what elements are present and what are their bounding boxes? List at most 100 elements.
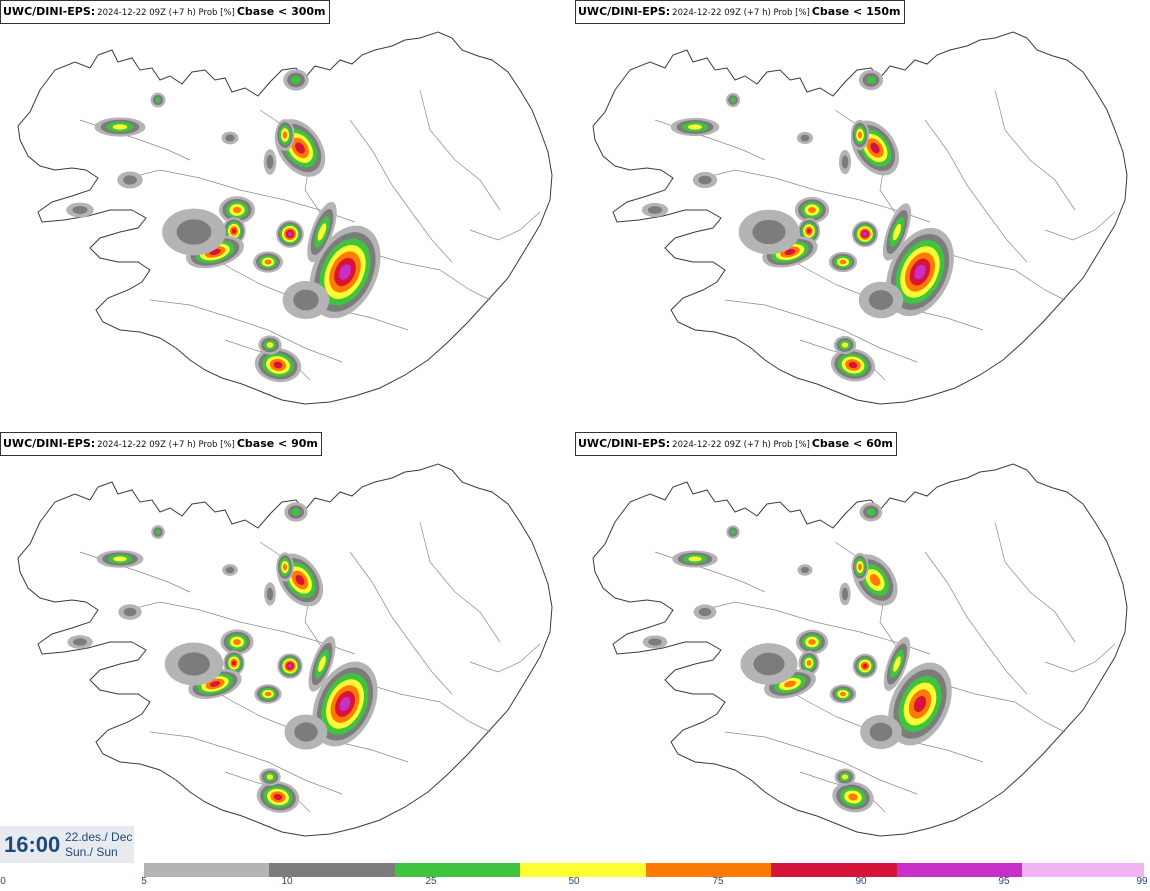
probability-contour xyxy=(264,691,272,697)
probability-contour xyxy=(282,563,288,571)
run-info: 2024-12-22 09Z (+7 h) Prob [%] xyxy=(672,440,810,450)
border-line xyxy=(119,169,356,223)
probability-contour xyxy=(225,134,235,142)
probability-map xyxy=(592,463,1128,837)
border-line xyxy=(694,169,931,223)
probability-field xyxy=(67,502,378,813)
border-line xyxy=(349,551,453,695)
coastline xyxy=(592,463,1128,837)
colorbar-label: 90 xyxy=(855,876,867,887)
probability-contour xyxy=(862,663,868,669)
probability-contour xyxy=(808,206,816,214)
probability-contour xyxy=(72,205,88,215)
probability-contour xyxy=(869,574,881,586)
run-info: 2024-12-22 09Z (+7 h) Prob [%] xyxy=(672,8,810,18)
coastline xyxy=(17,31,553,405)
colorbar-label: 10 xyxy=(281,876,293,887)
border-line xyxy=(149,299,343,363)
border-line xyxy=(1044,643,1116,673)
valid-date: 22.des./ Dec Sun./ Sun xyxy=(65,830,132,860)
colorbar-segment xyxy=(394,863,521,877)
probability-contour xyxy=(264,259,272,265)
probability-contour xyxy=(317,223,327,241)
probability-contour xyxy=(913,695,927,713)
probability-contour xyxy=(730,529,736,535)
colorbar-segment xyxy=(520,863,646,877)
border-line xyxy=(924,551,1028,695)
probability-contour xyxy=(123,175,137,185)
probability-contour xyxy=(295,142,305,154)
border-line xyxy=(1044,211,1116,241)
border-line xyxy=(724,731,918,795)
probability-contour xyxy=(231,660,237,666)
border-line xyxy=(359,249,491,301)
panel-title: UWC/DINI-EPS: 2024-12-22 09Z (+7 h) Prob … xyxy=(0,432,322,456)
probability-contour xyxy=(800,566,810,574)
probability-contour xyxy=(155,97,161,103)
valid-date-day: 22.des./ Dec xyxy=(65,830,133,844)
variable-name: Cbase < 300m xyxy=(236,5,326,18)
probability-contour xyxy=(841,342,849,348)
border-line xyxy=(469,643,541,673)
probability-contour xyxy=(112,124,128,130)
probability-contour xyxy=(784,248,796,256)
probability-field xyxy=(642,502,952,813)
run-info: 2024-12-22 09Z (+7 h) Prob [%] xyxy=(97,440,235,450)
probability-contour xyxy=(806,228,812,234)
probability-contour xyxy=(339,264,351,280)
map-panel-cbase-60: UWC/DINI-EPS: 2024-12-22 09Z (+7 h) Prob … xyxy=(575,432,1150,864)
panel-title: UWC/DINI-EPS: 2024-12-22 09Z (+7 h) Prob … xyxy=(575,0,905,24)
probability-contour xyxy=(858,563,862,571)
probability-contour xyxy=(155,529,161,535)
probability-contour xyxy=(730,97,736,103)
border-line xyxy=(349,119,453,263)
colorbar-segment xyxy=(896,863,1023,877)
probability-colorbar xyxy=(144,863,1144,877)
border-line xyxy=(419,89,501,211)
map-panel-cbase-150: UWC/DINI-EPS: 2024-12-22 09Z (+7 h) Prob … xyxy=(575,0,1150,432)
probability-contour xyxy=(866,508,876,516)
probability-contour xyxy=(848,793,858,801)
colorbar-label: 25 xyxy=(425,876,437,887)
border-line xyxy=(924,119,1028,263)
probability-contour xyxy=(870,142,880,154)
probability-contour xyxy=(282,131,288,139)
probability-contour xyxy=(176,219,212,245)
colorbar-segment xyxy=(144,863,270,877)
probability-contour xyxy=(688,556,702,562)
run-info: 2024-12-22 09Z (+7 h) Prob [%] xyxy=(97,8,235,18)
probability-map xyxy=(592,31,1128,405)
border-line xyxy=(119,601,356,655)
probability-contour xyxy=(839,259,847,265)
probability-contour xyxy=(784,680,796,688)
probability-contour xyxy=(232,206,242,214)
border-line xyxy=(694,601,931,655)
border-line xyxy=(934,681,1066,733)
probability-contour xyxy=(291,76,301,84)
probability-contour xyxy=(266,774,274,780)
probability-contour xyxy=(808,639,816,645)
probability-contour xyxy=(225,566,235,574)
probability-contour xyxy=(688,124,702,130)
probability-contour xyxy=(868,290,894,310)
probability-contour xyxy=(294,722,318,742)
colorbar-segment xyxy=(771,863,897,877)
colorbar-label: 0 xyxy=(0,876,6,887)
colorbar-label: 50 xyxy=(568,876,580,887)
probability-contour xyxy=(842,774,848,780)
probability-contour xyxy=(866,76,876,84)
colorbar-label: 75 xyxy=(712,876,724,887)
probability-contour xyxy=(231,228,237,234)
probability-contour xyxy=(266,587,274,601)
border-line xyxy=(419,521,501,643)
probability-contour xyxy=(857,131,863,139)
probability-contour xyxy=(291,508,301,516)
probability-contour xyxy=(841,587,849,601)
probability-contour xyxy=(698,607,712,617)
valid-date-weekday: Sun./ Sun xyxy=(65,845,118,859)
valid-time-box: 16:00 22.des./ Dec Sun./ Sun xyxy=(0,826,134,863)
probability-contour xyxy=(123,607,137,617)
probability-contour xyxy=(892,223,902,241)
probability-contour xyxy=(914,264,926,280)
probability-contour xyxy=(839,691,847,697)
